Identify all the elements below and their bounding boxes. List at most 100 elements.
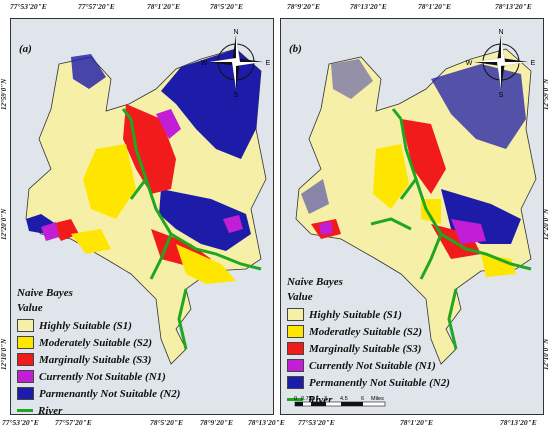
map-b-canvas: [295, 48, 537, 365]
legend-item-river-a: River: [17, 402, 180, 415]
tick-bottom-7: 78°1'20"E: [400, 418, 433, 427]
compass-rose-icon-b: N S E W: [466, 29, 536, 97]
legend-item-s1-b: Highly Suitable (S1): [287, 306, 450, 323]
tick-top-2: 77°57'20"E: [78, 2, 115, 11]
tick-bottom-3: 78°5'20"E: [150, 418, 183, 427]
zone-s2-b-1: [373, 144, 409, 209]
legend-item-n1-a: Currently Not Suitable (N1): [17, 368, 180, 385]
zone-n2-a-2: [159, 189, 251, 251]
legend-label-n2-a: Parmenantly Not Suitable (N2): [39, 387, 181, 400]
tick-top-4: 78°5'20"E: [210, 2, 243, 11]
tick-top-7: 78°1'20"E: [418, 2, 451, 11]
tick-bottom-5: 78°13'20"E: [248, 418, 285, 427]
compass-e-a: E: [266, 60, 271, 67]
zone-n2-b-4: [301, 179, 329, 214]
tick-bottom-1: 77°53'20"E: [2, 418, 39, 427]
compass-s-a: S: [234, 92, 239, 97]
scale-tick-075: 0.75: [301, 396, 312, 402]
swatch-river-a: [17, 409, 33, 412]
tick-top-5: 78°9'20"E: [287, 2, 320, 11]
zone-s2-a-2: [176, 244, 236, 284]
zone-n1-a-1: [156, 109, 181, 139]
scale-tick-6: 6: [361, 396, 364, 402]
legend-method-a: Naive Bayes: [17, 287, 73, 299]
swatch-river-b: [287, 398, 303, 401]
panel-label-b: (b): [289, 43, 302, 55]
swatch-s1-a: [17, 319, 34, 332]
zone-n1-a-2: [41, 222, 59, 241]
map-panel-b: (b) N S E W Naive Bayes Value Highly Sui…: [280, 18, 544, 415]
river-a: [121, 108, 262, 350]
compass-w-a: W: [201, 60, 208, 67]
scale-unit: Miles: [371, 396, 384, 402]
tick-top-1: 77°53'20"E: [10, 2, 47, 11]
swatch-n2-a: [17, 387, 34, 400]
legend-item-n2-b: Permanently Not Suitable (N2): [287, 374, 450, 391]
tick-bottom-6: 77°53'20"E: [298, 418, 335, 427]
zone-n2-a-4: [71, 54, 106, 89]
tick-top-3: 78°1'20"E: [147, 2, 180, 11]
legend-method-b: Naive Bayes: [287, 276, 343, 288]
legend-item-s1-a: Highly Suitable (S1): [17, 317, 180, 334]
legend-label-s2-b: Moderatley Suitable (S2): [309, 325, 423, 338]
swatch-n2-b: [287, 376, 304, 389]
zone-s2-a-3: [71, 229, 111, 254]
tick-bottom-4: 78°9'20"E: [200, 418, 233, 427]
river-b: [370, 108, 532, 350]
compass-s-b: S: [499, 92, 504, 97]
scale-bar-graphic: 0 0.75 1.5 3 4.5 6 Miles: [294, 396, 386, 407]
scale-bar: 0 0.75 1.5 3 4.5 6 Miles: [293, 394, 403, 410]
zone-s2-b-3: [481, 254, 516, 277]
tick-top-8: 78°13'20"E: [495, 2, 532, 11]
scale-tick-15: 1.5: [311, 396, 319, 402]
tick-side-3: 12°10'0"N: [0, 338, 8, 370]
swatch-s3-b: [287, 342, 304, 355]
swatch-s1-b: [287, 308, 304, 321]
legend-label-river-a: River: [38, 404, 63, 415]
zone-n2-b-3: [331, 59, 373, 99]
legend-label-s3-a: Marginally Suitable (S3): [39, 353, 152, 366]
swatch-n1-a: [17, 370, 34, 383]
tick-side-2: 12°20'0"N: [0, 208, 8, 240]
legend-label-n1-a: Currently Not Suitable (N1): [39, 370, 166, 383]
legend-label-s2-a: Moderately Suitable (S2): [39, 336, 153, 349]
zone-n1-b-2: [319, 221, 333, 235]
compass-n-b: N: [498, 29, 503, 36]
legend-item-s3-b: Marginally Suitable (S3): [287, 340, 450, 357]
tick-bottom-8: 78°13'20"E: [500, 418, 537, 427]
scale-tick-3: 3: [324, 396, 327, 402]
swatch-s2-a: [17, 336, 34, 349]
map-a-canvas: [25, 48, 267, 365]
swatch-n1-b: [287, 359, 304, 372]
legend-b: Naive Bayes Value Highly Suitable (S1) M…: [287, 276, 450, 408]
compass-n-a: N: [233, 29, 238, 36]
compass-w-b: W: [466, 60, 473, 67]
zone-n1-a-3: [223, 215, 243, 233]
zone-s2-a-1: [83, 144, 136, 219]
legend-item-s2-a: Moderately Suitable (S2): [17, 334, 180, 351]
zone-n2-b-1: [431, 64, 526, 149]
panel-label-a: (a): [19, 43, 32, 55]
compass-e-b: E: [531, 60, 536, 67]
swatch-s2-b: [287, 325, 304, 338]
zone-n1-b-1: [451, 219, 486, 244]
map-panel-a: (a) N S E W Naive Bayes Value Highly Sui…: [10, 18, 274, 415]
compass-rose-icon-a: N S E W: [201, 29, 271, 97]
scale-tick-0: 0: [294, 396, 297, 402]
legend-label-s1-b: Highly Suitable (S1): [309, 308, 402, 321]
legend-item-n2-a: Parmenantly Not Suitable (N2): [17, 385, 180, 402]
legend-label-n1-b: Currently Not Suitable (N1): [309, 359, 436, 372]
legend-item-s3-a: Marginally Suitable (S3): [17, 351, 180, 368]
swatch-s3-a: [17, 353, 34, 366]
tick-top-6: 78°13'20"E: [350, 2, 387, 11]
legend-value-title-b: Value: [287, 291, 313, 303]
legend-label-s3-b: Marginally Suitable (S3): [309, 342, 422, 355]
legend-label-n2-b: Permanently Not Suitable (N2): [309, 376, 450, 389]
tick-side-1: 12°59'0"N: [0, 78, 8, 110]
zone-s3-b-1: [401, 119, 446, 194]
legend-value-title-a: Value: [17, 302, 43, 314]
legend-item-n1-b: Currently Not Suitable (N1): [287, 357, 450, 374]
legend-item-s2-b: Moderatley Suitable (S2): [287, 323, 450, 340]
scale-tick-45: 4.5: [340, 396, 348, 402]
legend-a: Naive Bayes Value Highly Suitable (S1) M…: [17, 287, 180, 415]
